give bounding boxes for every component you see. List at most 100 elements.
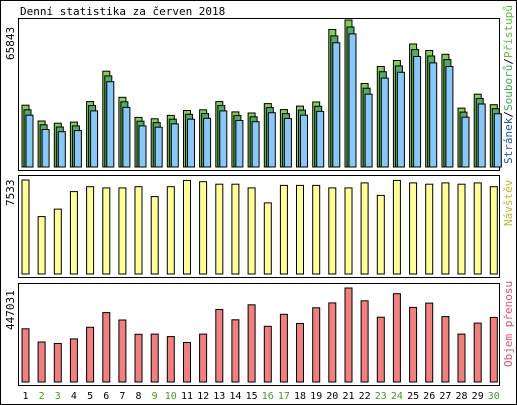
day-label: 11: [181, 391, 193, 402]
bar-navstev: [312, 184, 321, 275]
bar-objem: [312, 307, 321, 383]
day-label: 12: [197, 391, 209, 402]
bar-navstev: [441, 182, 450, 275]
bar-stranek: [170, 123, 179, 168]
bars-layer: [21, 19, 502, 383]
bar-navstev: [360, 182, 369, 275]
bar-navstev: [344, 187, 353, 275]
day-label: 14: [229, 391, 241, 402]
bar-navstev: [489, 186, 498, 275]
day-label: 4: [71, 391, 77, 402]
day-label: 22: [359, 391, 371, 402]
bar-objem: [69, 338, 78, 383]
bar-objem: [199, 333, 208, 383]
bar-stranek: [57, 131, 66, 168]
bar-stranek: [267, 112, 276, 168]
bar-stranek: [413, 56, 422, 168]
bar-navstev: [409, 182, 418, 275]
bar-objem: [409, 306, 418, 383]
bar-objem: [392, 293, 401, 383]
bar-stranek: [445, 66, 454, 168]
day-label: 29: [472, 391, 484, 402]
day-labels: 1 2 3 4 5 6 7 8 9 10 11 12 13 14 15 16 17 18 19 20 21 22 23 24 2…: [22, 391, 499, 402]
day-label: 6: [103, 391, 109, 402]
bar-stranek: [493, 113, 502, 168]
bar-objem: [489, 316, 498, 383]
bar-objem: [344, 287, 353, 383]
bar-stranek: [429, 62, 438, 168]
day-label: 7: [119, 391, 125, 402]
bar-objem: [118, 319, 127, 383]
bottom-panel-legend: Objem přenosu: [502, 281, 515, 367]
bar-navstev: [86, 186, 95, 275]
day-label: 5: [87, 391, 93, 402]
day-label: 24: [391, 391, 403, 402]
bar-objem: [247, 304, 256, 383]
bar-stranek: [187, 118, 195, 168]
bar-navstev: [166, 186, 175, 275]
bar-navstev: [376, 194, 385, 275]
day-label: 28: [455, 391, 467, 402]
bar-stranek: [203, 117, 212, 168]
bar-objem: [150, 333, 159, 383]
bar-navstev: [102, 187, 111, 275]
bar-objem: [183, 342, 191, 383]
legend-separator: /: [502, 111, 515, 118]
bar-navstev: [247, 187, 256, 275]
bar-stranek: [25, 114, 34, 168]
bar-objem: [53, 343, 62, 383]
bar-objem: [21, 328, 30, 383]
day-label: 30: [488, 391, 500, 402]
bar-stranek: [138, 125, 147, 168]
bar-objem: [376, 316, 385, 383]
day-label: 18: [294, 391, 306, 402]
bar-stranek: [73, 130, 82, 168]
day-label: 10: [165, 391, 177, 402]
bar-stranek: [41, 129, 50, 168]
legend-souboru: Souborů: [502, 65, 515, 111]
bar-stranek: [380, 77, 389, 168]
day-label: 17: [278, 391, 290, 402]
bar-navstev: [457, 183, 466, 275]
bar-objem: [279, 313, 288, 383]
bar-stranek: [219, 110, 228, 168]
day-label: 27: [439, 391, 451, 402]
middle-panel-ymax-label: 7533: [4, 180, 17, 207]
bar-navstev: [53, 208, 62, 275]
bar-objem: [441, 316, 450, 383]
bar-stranek: [283, 118, 292, 168]
bar-objem: [215, 309, 224, 383]
day-label: 2: [39, 391, 45, 402]
legend-pristupu: Přístupů: [502, 5, 515, 58]
bar-stranek: [332, 42, 341, 168]
day-label: 16: [262, 391, 274, 402]
day-label: 21: [342, 391, 354, 402]
bar-navstev: [392, 179, 401, 275]
bar-stranek: [348, 33, 357, 168]
bar-stranek: [477, 103, 486, 168]
bar-objem: [37, 341, 46, 383]
bar-navstev: [425, 183, 434, 275]
bar-navstev: [134, 186, 143, 275]
bar-navstev: [150, 196, 159, 275]
bar-stranek: [122, 106, 131, 168]
bar-navstev: [118, 187, 127, 275]
bar-stranek: [154, 126, 163, 168]
top-panel-ymax-label: 65843: [4, 27, 17, 60]
bar-stranek: [106, 81, 115, 168]
bar-navstev: [263, 202, 272, 275]
legend-separator: /: [502, 58, 515, 65]
day-label: 8: [135, 391, 141, 402]
bottom-panel-ymax-label: 447031: [4, 290, 17, 330]
bar-objem: [134, 333, 143, 383]
legend-stranek: Stránek: [502, 117, 515, 164]
bar-navstev: [296, 184, 304, 275]
bar-navstev: [328, 187, 337, 275]
day-label: 15: [246, 391, 258, 402]
bar-stranek: [300, 114, 308, 168]
bar-objem: [86, 326, 95, 383]
day-label: 13: [213, 391, 225, 402]
bar-objem: [102, 312, 111, 383]
bar-navstev: [199, 181, 208, 275]
